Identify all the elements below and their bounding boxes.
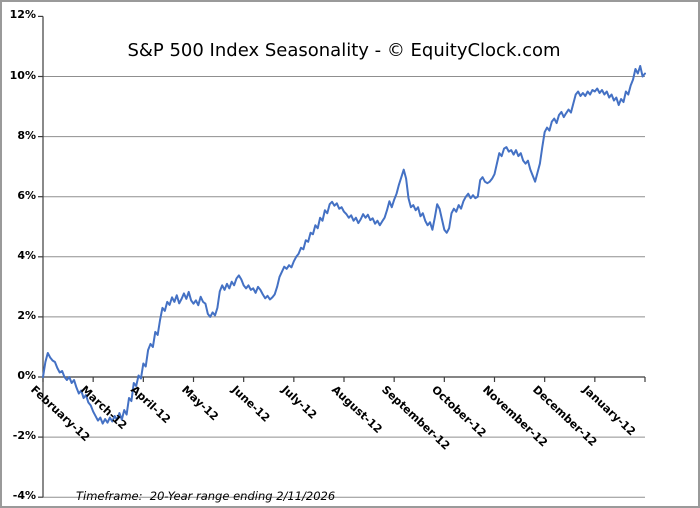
y-axis-tick-label: 12% bbox=[9, 8, 36, 22]
y-axis-tick-label: -2% bbox=[12, 429, 36, 443]
y-axis-tick-label: 8% bbox=[17, 128, 36, 142]
seasonality-line bbox=[42, 64, 646, 425]
y-axis-tick-label: 6% bbox=[17, 188, 36, 202]
y-axis-tick-label: 2% bbox=[17, 308, 36, 322]
y-axis-tick-label: 0% bbox=[17, 369, 36, 382]
y-axis-tick-label: 10% bbox=[9, 68, 36, 82]
chart-title: S&P 500 Index Seasonality - © EquityCloc… bbox=[127, 40, 561, 61]
timeframe-footnote: Timeframe: 20-Year range ending 2/11/202… bbox=[76, 489, 336, 503]
y-axis-tick-label: -4% bbox=[12, 489, 36, 503]
y-axis-tick-label: 4% bbox=[17, 248, 36, 262]
